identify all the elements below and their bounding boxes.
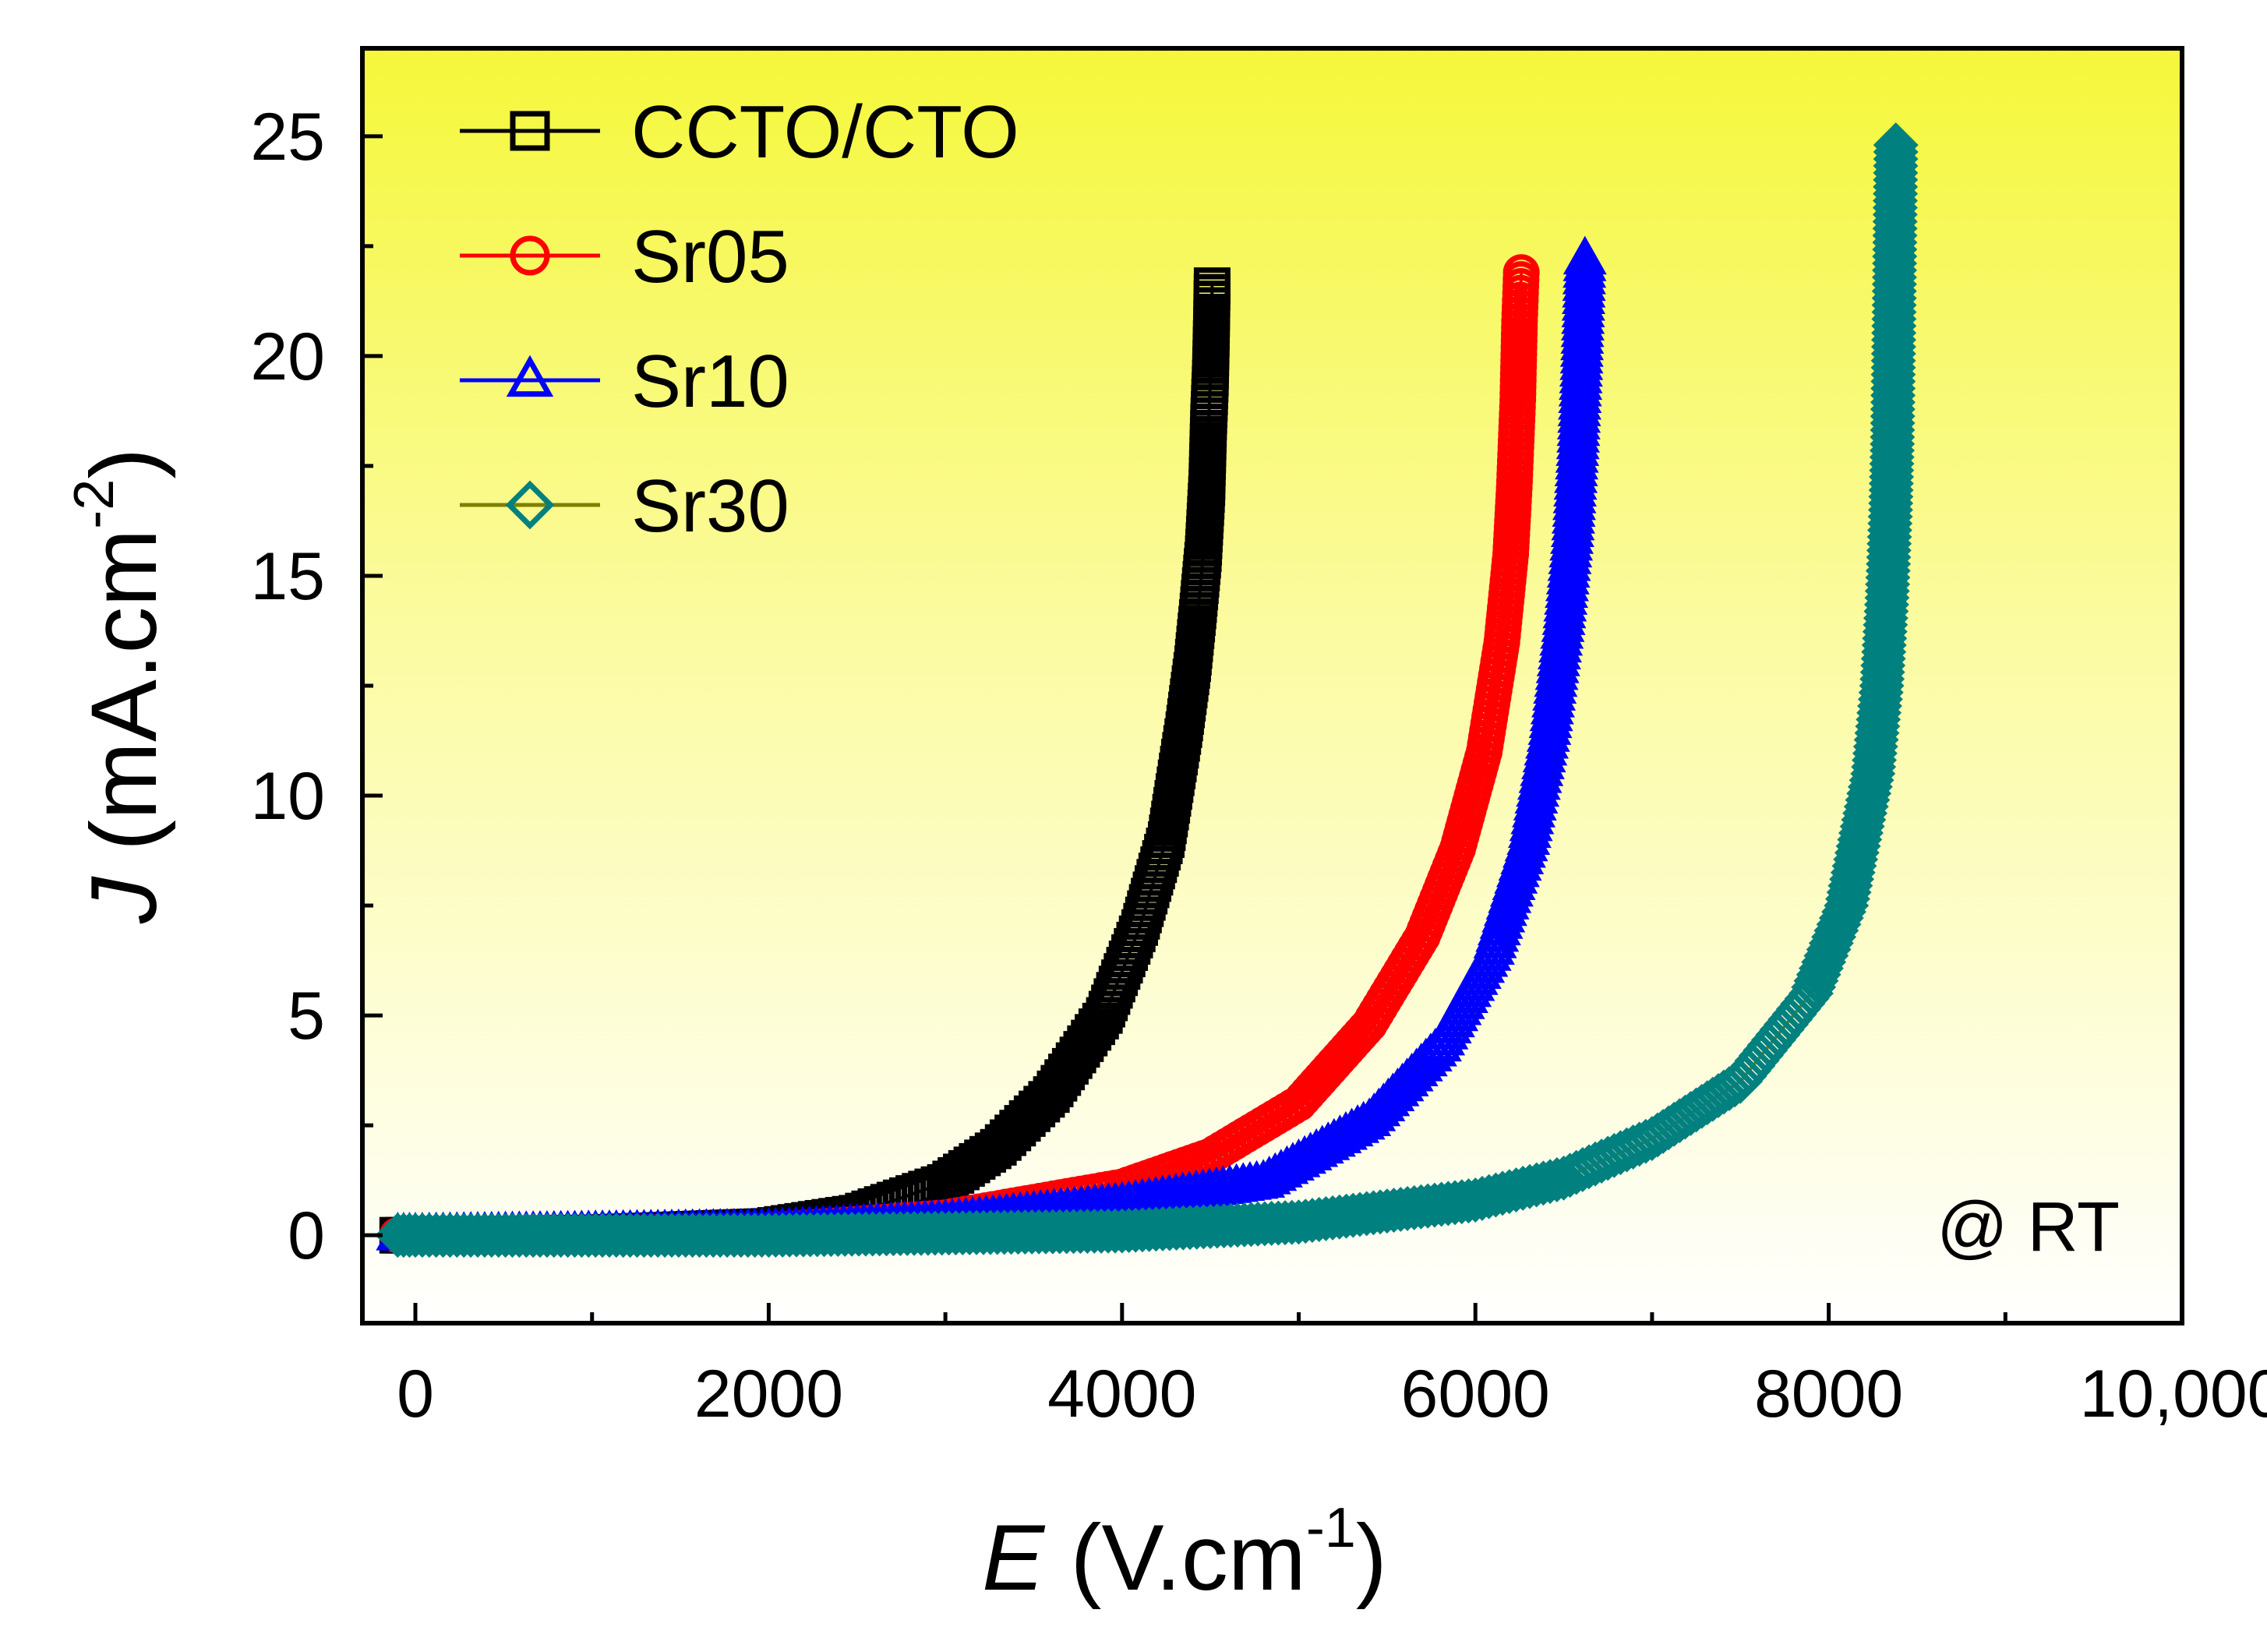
data-point (1563, 242, 1607, 281)
y-tick-label: 5 (288, 979, 325, 1054)
x-axis-unit: (V.cm (1044, 1506, 1306, 1610)
legend-label: Sr30 (631, 464, 789, 548)
y-tick-label: 20 (250, 319, 325, 394)
y-tick-label: 15 (250, 539, 325, 614)
x-tick-label: 4000 (1047, 1357, 1196, 1431)
legend-label: CCTO/CTO (631, 90, 1019, 174)
legend-label: Sr10 (631, 340, 789, 423)
legend-marker (506, 355, 554, 397)
x-tick-label: 2000 (694, 1357, 843, 1431)
series-3 (375, 122, 1919, 1258)
rt-annotation: @ RT (1937, 1188, 2120, 1266)
series-layer (375, 122, 1919, 1258)
y-tick-label: 0 (288, 1198, 325, 1273)
y-axis-close: ) (72, 448, 176, 479)
y-axis-unit: (mA.cm (72, 529, 176, 877)
x-axis-symbol: E (982, 1506, 1046, 1610)
x-axis-title: E (V.cm-1) (982, 1497, 1387, 1610)
legend: CCTO/CTO Sr05 Sr10 Sr30 (460, 90, 1019, 548)
data-point (1873, 129, 1919, 175)
data-point (1193, 267, 1231, 305)
legend-label: Sr05 (631, 215, 789, 298)
y-axis-title: J (mA.cm-2) (63, 448, 176, 925)
legend-item: Sr05 (460, 215, 789, 298)
x-axis-exponent: -1 (1306, 1497, 1356, 1559)
legend-item: Sr10 (460, 340, 789, 423)
x-tick-label: 6000 (1401, 1357, 1550, 1431)
legend-marker (505, 480, 555, 530)
legend-marker (510, 235, 550, 276)
legend-item: Sr30 (460, 464, 789, 548)
y-axis-symbol: J (72, 876, 176, 924)
x-tick-label: 10,000 (2079, 1357, 2267, 1431)
x-tick-label: 0 (397, 1357, 434, 1431)
ticks-layer: 0 2000 4000 6000 8000 10,000 0 5 10 15 20 25 (250, 100, 2267, 1431)
y-tick-label: 10 (250, 759, 325, 834)
legend-item: CCTO/CTO (460, 90, 1019, 174)
x-axis-close: ) (1356, 1506, 1387, 1610)
data-point (1873, 122, 1919, 168)
data-point (1563, 235, 1607, 275)
data-point (1503, 254, 1540, 291)
x-tick-label: 8000 (1754, 1357, 1903, 1431)
y-tick-label: 25 (250, 100, 325, 175)
y-axis-exponent: -2 (63, 479, 125, 529)
legend-marker (510, 111, 550, 151)
